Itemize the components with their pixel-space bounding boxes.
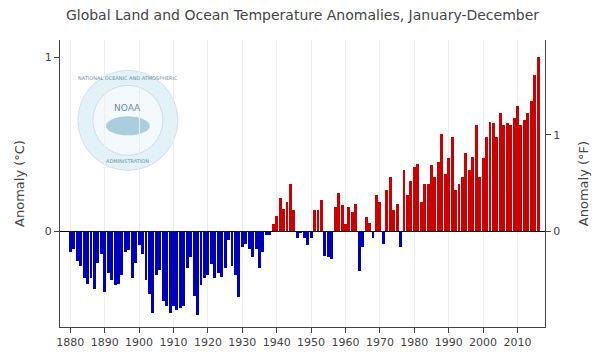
svg-text:1930: 1930 <box>228 336 256 349</box>
svg-text:ADMINISTRATION: ADMINISTRATION <box>106 158 149 164</box>
svg-text:0: 0 <box>45 225 52 238</box>
svg-text:1950: 1950 <box>297 336 325 349</box>
svg-text:0: 0 <box>553 225 560 238</box>
svg-text:1: 1 <box>45 51 52 64</box>
svg-text:1910: 1910 <box>160 336 188 349</box>
svg-text:1880: 1880 <box>56 336 84 349</box>
svg-text:2000: 2000 <box>469 336 497 349</box>
svg-text:NOAA: NOAA <box>114 103 141 113</box>
svg-text:1960: 1960 <box>332 336 360 349</box>
svg-text:2010: 2010 <box>503 336 531 349</box>
svg-text:NATIONAL OCEANIC AND ATMOSPHER: NATIONAL OCEANIC AND ATMOSPHERIC <box>78 75 178 81</box>
svg-text:1: 1 <box>553 129 560 142</box>
svg-text:1920: 1920 <box>194 336 222 349</box>
svg-text:1980: 1980 <box>400 336 428 349</box>
svg-text:1900: 1900 <box>125 336 153 349</box>
svg-text:Anomaly (°C): Anomaly (°C) <box>12 140 27 227</box>
svg-text:Anomaly (°F): Anomaly (°F) <box>576 141 591 226</box>
svg-text:1970: 1970 <box>366 336 394 349</box>
svg-text:1940: 1940 <box>263 336 291 349</box>
svg-text:Global Land and Ocean Temperat: Global Land and Ocean Temperature Anomal… <box>66 7 539 23</box>
svg-text:1990: 1990 <box>435 336 463 349</box>
svg-text:1890: 1890 <box>91 336 119 349</box>
